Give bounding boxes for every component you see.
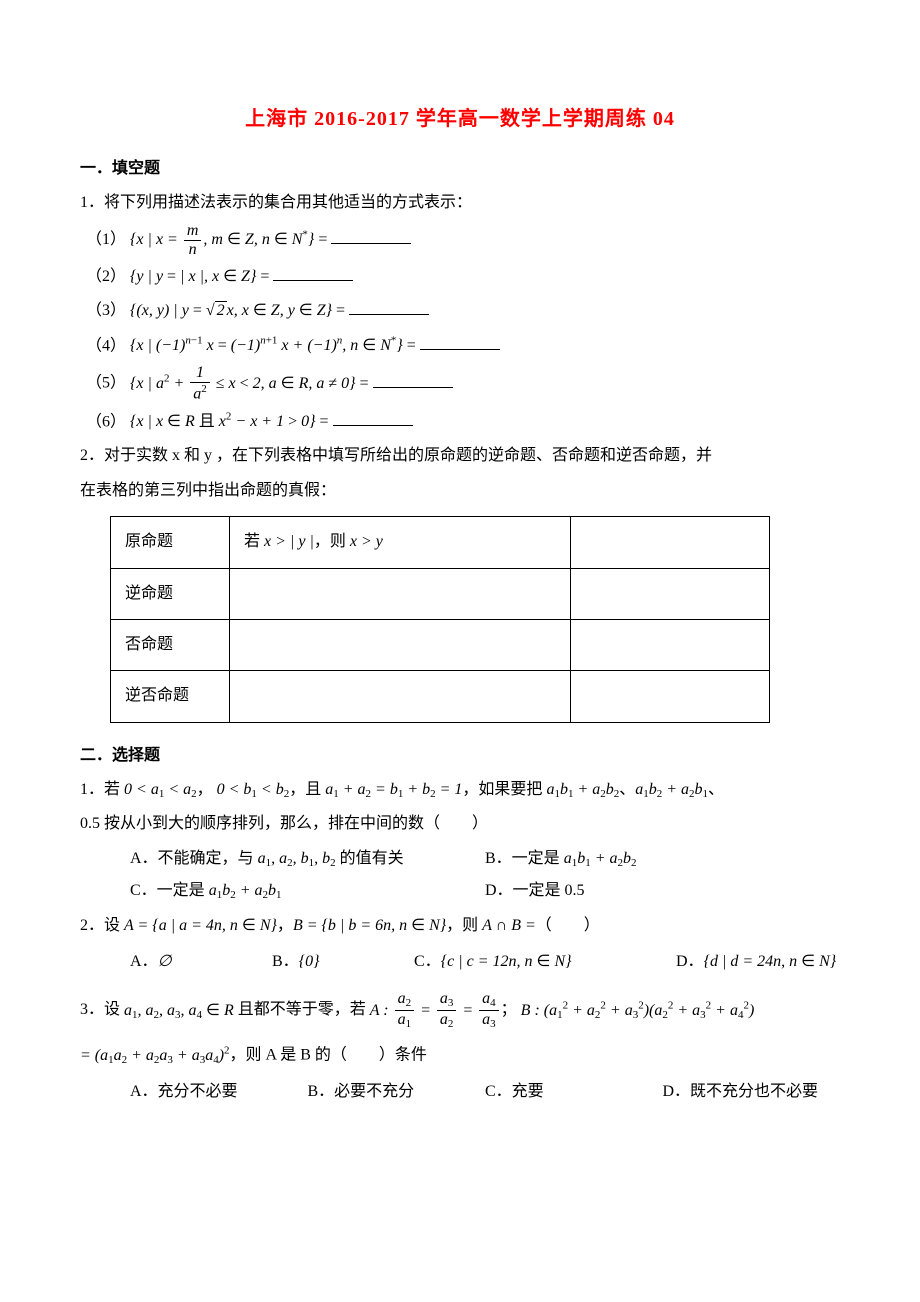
txt: （ ） (536, 917, 600, 934)
txt: 、 (708, 781, 724, 798)
opt-a: A．∅ (130, 947, 240, 977)
opt-a: A．充分不必要 (130, 1077, 308, 1107)
q1s2-pre: （2） (86, 268, 126, 285)
txt: 3．设 (80, 1002, 124, 1019)
p2q1-opts: A．不能确定，与 a1, a2, b1, b2 的值有关 B．一定是 a1b1 … (130, 844, 840, 907)
blank (349, 300, 429, 315)
cell (230, 568, 571, 619)
opt-c: C．充要 (485, 1077, 663, 1107)
txt: ， (277, 917, 293, 934)
opt-d: D．一定是 0.5 (485, 876, 840, 906)
txt: ； (501, 1002, 517, 1019)
table-row: 否命题 (111, 619, 770, 670)
q1-sub4: （4） {x | (−1)n−1 x = (−1)n+1 x + (−1)n, … (86, 331, 840, 362)
txt: 1．若 (80, 781, 124, 798)
q1s5-math: {x | a2 + 1a2 ≤ x < 2, a ∈ R, a ≠ 0} = (130, 375, 369, 392)
cell (230, 671, 571, 722)
q1-sub5: （5） {x | a2 + 1a2 ≤ x < 2, a ∈ R, a ≠ 0}… (86, 365, 840, 402)
q1s6-math: {x | x ∈ R 且 x2 − x + 1 > 0} = (130, 413, 329, 430)
page-root: 上海市 2016-2017 学年高一数学上学期周练 04 一．填空题 1．将下列… (0, 0, 920, 1174)
txt: ，如果要把 (462, 781, 546, 798)
txt: A．不能确定，与 (130, 850, 258, 867)
blank (331, 229, 411, 244)
table-row: 逆命题 (111, 568, 770, 619)
q1-stem: 1．将下列用描述法表示的集合用其他适当的方式表示： (80, 188, 840, 218)
cell: 否命题 (111, 619, 230, 670)
q1s1-math: {x | x = mn, m ∈ Z, n ∈ N*} = (130, 231, 327, 248)
opt-b: B．一定是 a1b1 + a2b2 (485, 844, 840, 874)
txt: 2．设 (80, 917, 124, 934)
opt-a: A．不能确定，与 a1, a2, b1, b2 的值有关 (130, 844, 485, 874)
cell (571, 568, 770, 619)
p2q1-line1: 1．若 0 < a1 < a2， 0 < b1 < b2，且 a1 + a2 =… (80, 775, 840, 805)
txt: ， (197, 781, 213, 798)
txt: C．一定是 (130, 882, 209, 899)
q1s1-pre: （1） (86, 231, 126, 248)
txt: 且都不等于零，若 (234, 1002, 370, 1019)
blank (420, 335, 500, 350)
q1s3-pre: （3） (86, 302, 126, 319)
q1-sub3: （3） {(x, y) | y = √2x, x ∈ Z, y ∈ Z} = (86, 296, 840, 326)
table-row: 逆否命题 (111, 671, 770, 722)
section-1-heading: 一．填空题 (80, 154, 840, 184)
cell: 逆否命题 (111, 671, 230, 722)
q1s4-pre: （4） (86, 337, 126, 354)
q2-stem-b: 在表格的第三列中指出命题的真假： (80, 476, 840, 506)
q1s6-pre: （6） (86, 413, 126, 430)
table-row: 原命题 若 x > | y |，则 x > y (111, 517, 770, 568)
txt: ，且 (289, 781, 325, 798)
opt-b: B．必要不充分 (308, 1077, 486, 1107)
section-2-heading: 二．选择题 (80, 741, 840, 771)
q2-stem-a: 2．对于实数 x 和 y ，在下列表格中填写所给出的原命题的逆命题、否命题和逆否… (80, 441, 840, 471)
q1s3-math: {(x, y) | y = √2x, x ∈ Z, y ∈ Z} = (130, 302, 345, 319)
q1s2-math: {y | y = | x |, x ∈ Z} = (130, 268, 269, 285)
cell (571, 619, 770, 670)
p2q3-opts: A．充分不必要 B．必要不充分 C．充要 D．既不充分也不必要 (130, 1077, 840, 1107)
p2q2-line1: 2．设 A = {a | a = 4n, n ∈ N}，B = {b | b =… (80, 911, 840, 941)
p2q1-line2: 0.5 按从小到大的顺序排列，那么，排在中间的数（ ） (80, 809, 840, 839)
p2q3-line2: = (a1a2 + a2a3 + a3a4)2，则 A 是 B 的（ ）条件 (80, 1040, 840, 1071)
opt-c: C．一定是 a1b2 + a2b1 (130, 876, 485, 906)
q1-sub2: （2） {y | y = | x |, x ∈ Z} = (86, 262, 840, 292)
q1-sub1: （1） {x | x = mn, m ∈ Z, n ∈ N*} = (86, 223, 840, 258)
proposition-table: 原命题 若 x > | y |，则 x > y 逆命题 否命题 逆否命题 (110, 516, 770, 723)
cell: 原命题 (111, 517, 230, 568)
blank (333, 411, 413, 426)
cell: 逆命题 (111, 568, 230, 619)
p2q3-line1: 3．设 a1, a2, a3, a4 ∈ R 且都不等于零，若 A : a2a1… (80, 991, 840, 1030)
q1-sub6: （6） {x | x ∈ R 且 x2 − x + 1 > 0} = (86, 407, 840, 438)
txt: ，则 (446, 917, 482, 934)
opt-d: D．既不充分也不必要 (663, 1077, 841, 1107)
cell (571, 671, 770, 722)
txt: 、 (619, 781, 635, 798)
q1s4-math: {x | (−1)n−1 x = (−1)n+1 x + (−1)n, n ∈ … (130, 337, 416, 354)
txt: 的值有关 (336, 850, 404, 867)
opt-c: C．{c | c = 12n, n ∈ N} (414, 947, 644, 977)
p2q2-opts: A．∅ B．{0} C．{c | c = 12n, n ∈ N} D．{d | … (130, 947, 840, 977)
q1s5-pre: （5） (86, 375, 126, 392)
cell (230, 619, 571, 670)
q2a: 2．对于实数 x 和 y ，在下列表格中填写所给出的原命题的逆命题、否命题和逆否… (80, 447, 712, 464)
txt: 若 (244, 533, 264, 550)
cell (571, 517, 770, 568)
opt-b: B．{0} (272, 947, 382, 977)
txt: ，则 A 是 B 的（ ）条件 (230, 1047, 427, 1064)
opt-d: D．{d | d = 24n, n ∈ N} (676, 947, 836, 977)
blank (273, 265, 353, 280)
cell: 若 x > | y |，则 x > y (230, 517, 571, 568)
txt: ，则 (314, 533, 350, 550)
blank (373, 372, 453, 387)
doc-title: 上海市 2016-2017 学年高一数学上学期周练 04 (80, 100, 840, 138)
txt: B．一定是 (485, 850, 564, 867)
